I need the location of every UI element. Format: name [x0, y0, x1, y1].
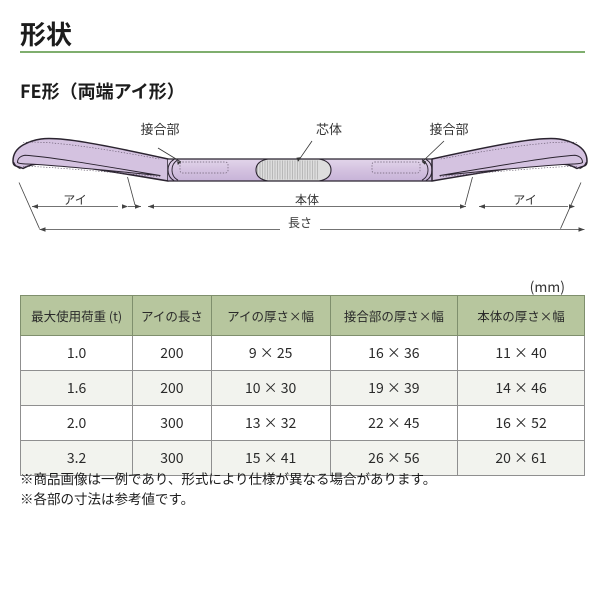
svg-text:長さ: 長さ: [288, 214, 312, 231]
svg-text:芯体: 芯体: [316, 119, 342, 138]
svg-text:本体: 本体: [295, 191, 319, 208]
svg-text:接合部: 接合部: [140, 119, 179, 138]
svg-text:アイ: アイ: [513, 191, 536, 208]
svg-text:アイ: アイ: [63, 191, 86, 208]
svg-text:接合部: 接合部: [429, 119, 468, 138]
